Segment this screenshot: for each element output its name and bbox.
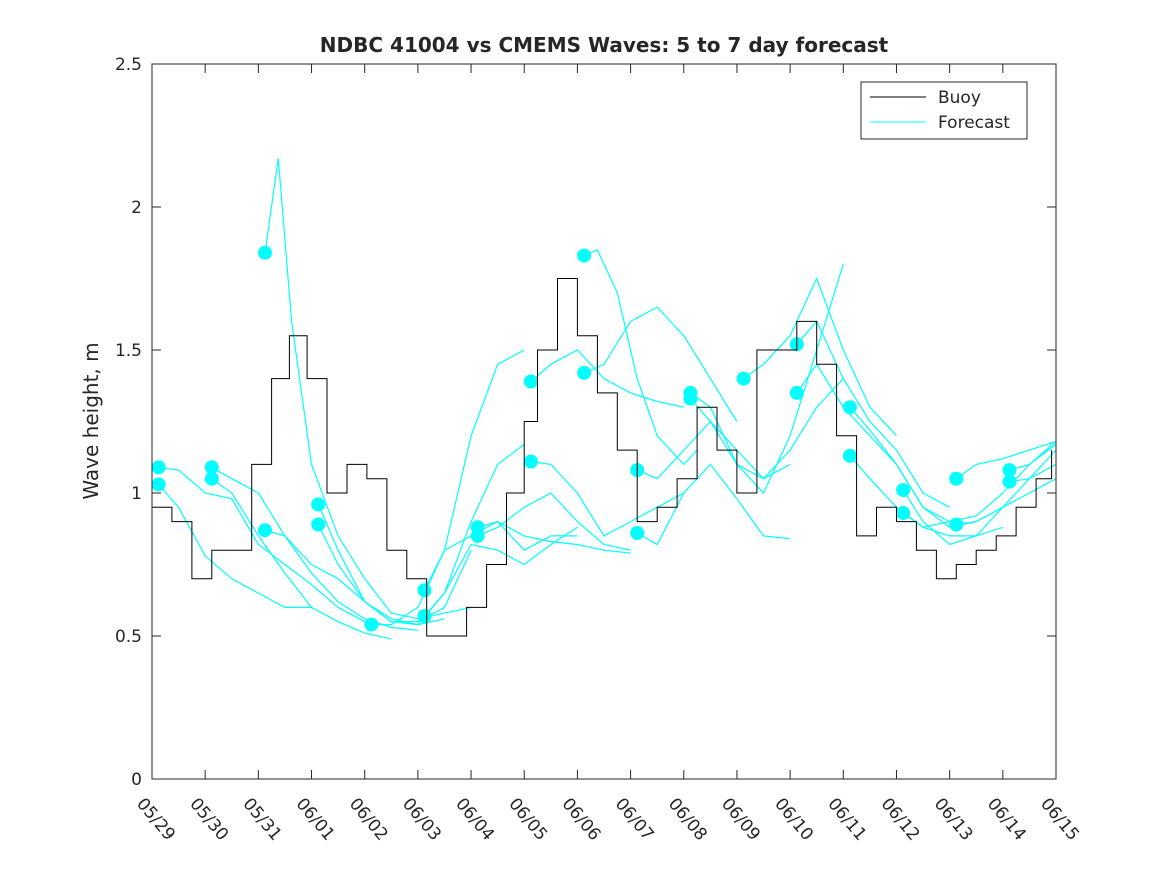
forecast-start-marker-29 xyxy=(949,471,964,486)
forecast-line-14 xyxy=(530,349,684,408)
plot-area xyxy=(152,64,1056,779)
forecast-start-marker-24 xyxy=(789,385,804,400)
y-tick-label-5: 2.5 xyxy=(115,55,142,75)
y-tick-label-3: 1.5 xyxy=(115,341,142,361)
chart-title: NDBC 41004 vs CMEMS Waves: 5 to 7 day fo… xyxy=(320,33,889,57)
series-layer xyxy=(151,158,1057,640)
forecast-start-marker-17 xyxy=(577,365,592,380)
forecast-line-13 xyxy=(477,492,631,551)
forecast-start-marker-14 xyxy=(523,374,538,389)
forecast-start-marker-10 xyxy=(417,583,432,598)
forecast-start-marker-5 xyxy=(258,245,272,260)
legend-buoy-label: Buoy xyxy=(938,88,981,108)
buoy-line xyxy=(152,278,1053,637)
forecast-start-marker-25 xyxy=(842,400,857,415)
y-tick-label-1: 0.5 xyxy=(115,627,142,647)
y-tick-label-0: 0 xyxy=(131,770,142,790)
forecast-line-19 xyxy=(636,463,791,546)
axes-box xyxy=(151,63,1057,780)
forecast-line-1 xyxy=(158,484,312,609)
legend-box xyxy=(860,81,1028,140)
forecast-start-marker-11 xyxy=(417,609,432,623)
forecast-start-marker-13 xyxy=(470,528,485,543)
forecast-start-marker-30 xyxy=(949,517,964,532)
legend: Buoy Forecast xyxy=(860,81,1028,140)
forecast-line-29 xyxy=(955,440,1057,480)
forecast-start-marker-9 xyxy=(364,617,379,632)
forecast-line-8 xyxy=(317,443,525,626)
forecast-line-2 xyxy=(158,466,365,623)
forecast-line-12 xyxy=(477,520,631,554)
forecast-line-11 xyxy=(424,526,578,617)
forecast-line-16 xyxy=(583,249,698,466)
forecast-start-marker-22 xyxy=(736,371,751,386)
forecast-start-marker-6 xyxy=(258,523,272,538)
forecast-start-marker-1 xyxy=(151,477,166,492)
forecast-line-22 xyxy=(743,276,897,437)
forecast-start-marker-31 xyxy=(1002,463,1017,478)
forecast-start-marker-7 xyxy=(311,497,326,512)
y-tick-label-4: 2 xyxy=(131,198,142,218)
forecast-line-3 xyxy=(211,478,392,640)
y-axis-label: Wave height, m xyxy=(79,342,103,499)
forecast-start-marker-28 xyxy=(896,506,911,520)
forecast-start-marker-27 xyxy=(896,483,911,498)
forecast-start-marker-26 xyxy=(842,448,857,463)
forecast-line-21 xyxy=(689,378,844,480)
forecast-start-marker-2 xyxy=(151,460,166,475)
legend-forecast-label: Forecast xyxy=(938,113,1010,133)
y-tick-label-2: 1 xyxy=(131,484,142,504)
forecast-start-marker-19 xyxy=(630,526,645,540)
forecast-start-marker-15 xyxy=(523,454,538,469)
forecast-line-17 xyxy=(583,306,738,422)
forecast-start-marker-4 xyxy=(204,460,219,475)
forecast-line-30 xyxy=(956,478,1057,526)
forecast-start-marker-8 xyxy=(311,517,326,532)
forecast-start-marker-21 xyxy=(683,391,698,406)
forecast-start-marker-3 xyxy=(204,471,219,486)
forecast-start-marker-32 xyxy=(1002,474,1017,489)
forecast-start-marker-16 xyxy=(577,248,592,263)
